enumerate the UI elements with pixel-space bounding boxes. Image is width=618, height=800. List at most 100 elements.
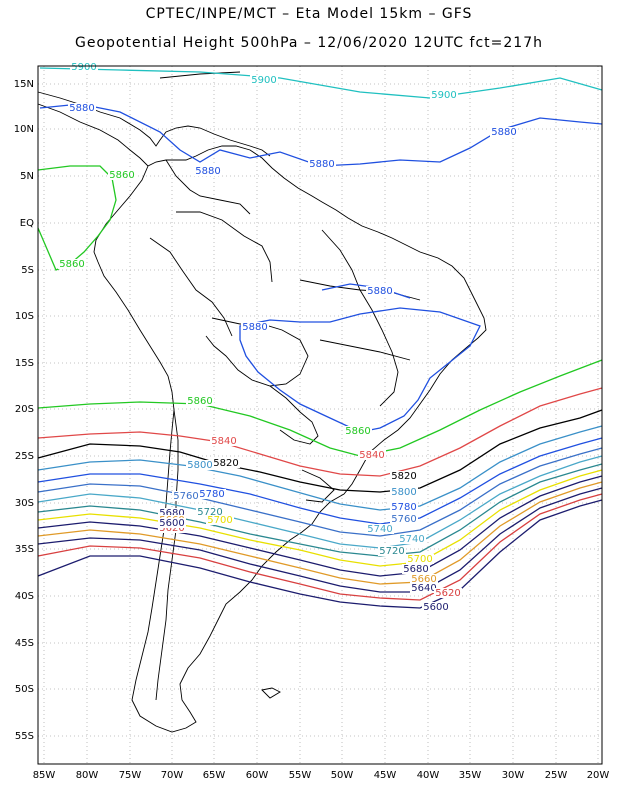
island-falklands bbox=[261, 687, 281, 699]
longitude-labels: 85W 80W 75W 70W 65W 60W 55W 50W 45W 40W 35W 30W 25W 2… bbox=[33, 770, 610, 781]
lat-label: 55S bbox=[15, 731, 34, 742]
contour-label: 5860 bbox=[345, 426, 370, 437]
contour-label: 5740 bbox=[399, 534, 424, 545]
contour-label: 5820 bbox=[213, 458, 238, 469]
coastlines-and-borders bbox=[37, 71, 487, 733]
lat-label: 5S bbox=[21, 265, 34, 276]
contour-label-bg bbox=[108, 170, 136, 180]
contour-5640 bbox=[37, 487, 603, 593]
contour-label: 5880 bbox=[242, 322, 267, 333]
lon-label: 85W bbox=[33, 770, 56, 781]
graticule bbox=[38, 66, 602, 764]
lon-label: 25W bbox=[545, 770, 568, 781]
contour-label-bg bbox=[158, 508, 186, 518]
contour-label-bg bbox=[490, 127, 518, 137]
contour-5600 bbox=[37, 499, 603, 609]
contour-label-bg bbox=[410, 583, 438, 593]
border-peru-brazil bbox=[149, 237, 233, 337]
lon-label: 40W bbox=[417, 770, 440, 781]
contour-label: 5900 bbox=[71, 62, 96, 73]
contour-5840 bbox=[37, 387, 603, 477]
contour-label: 5680 bbox=[403, 564, 428, 575]
lon-label: 80W bbox=[76, 770, 99, 781]
contour-5700 bbox=[37, 469, 603, 567]
lon-label: 50W bbox=[331, 770, 354, 781]
contour-label: 5620 bbox=[159, 523, 184, 534]
contour-label-bg bbox=[186, 396, 214, 406]
lon-label: 60W bbox=[246, 770, 269, 781]
contour-label: 5880 bbox=[367, 286, 392, 297]
contour-label: 5900 bbox=[431, 90, 456, 101]
contour-label: 5800 bbox=[187, 460, 212, 471]
contour-label-bg bbox=[402, 564, 430, 574]
lat-label: 50S bbox=[15, 684, 34, 695]
latitude-labels: 15N 10N 5N EQ 5S 10S 15S 20S 25S 30S 35S 40S 45S 50S 5… bbox=[14, 79, 34, 742]
lat-label: 10N bbox=[14, 124, 34, 135]
contour-5780 bbox=[37, 437, 603, 525]
contour-label: 5880 bbox=[491, 127, 516, 138]
contour-label: 5840 bbox=[359, 450, 384, 461]
coastline-central-america bbox=[37, 91, 271, 157]
contour-label-bg bbox=[390, 502, 418, 512]
lat-label: 10S bbox=[15, 311, 34, 322]
contour-label-bg bbox=[358, 450, 386, 460]
contour-label-bg bbox=[430, 90, 458, 100]
contour-label-bg bbox=[390, 514, 418, 524]
contour-label: 5600 bbox=[159, 518, 184, 529]
contour-label-bg bbox=[70, 62, 98, 72]
contour-5620 bbox=[37, 493, 603, 601]
contour-label: 5880 bbox=[309, 159, 334, 170]
contour-5740 bbox=[37, 455, 603, 549]
contour-label-bg bbox=[198, 489, 226, 499]
contour-5900 bbox=[39, 67, 603, 99]
contour-label-bg bbox=[398, 534, 426, 544]
contour-label-bg bbox=[308, 159, 336, 169]
lon-label: 35W bbox=[459, 770, 482, 781]
lat-label: 20S bbox=[15, 404, 34, 415]
border-brazil-states bbox=[321, 229, 399, 407]
border-paraguay bbox=[269, 385, 319, 445]
contour-label: 5760 bbox=[173, 491, 198, 502]
contour-label-bg bbox=[406, 554, 434, 564]
contour-label: 5800 bbox=[391, 487, 416, 498]
border-colombia-venezuela bbox=[165, 159, 251, 215]
contour-label-bg bbox=[390, 487, 418, 497]
contour-5820 bbox=[37, 409, 603, 493]
coastline-central-america-pacific bbox=[37, 103, 149, 167]
lat-label: 40S bbox=[15, 591, 34, 602]
chart-subtitle: Geopotential Height 500hPa – 12/06/2020 … bbox=[75, 35, 543, 51]
contour-label: 5860 bbox=[59, 259, 84, 270]
contour-labels: 5900 5900 5900 5880 5880 5880 5880 5880 5880 5860… bbox=[58, 62, 518, 613]
contour-label-bg bbox=[366, 524, 394, 534]
contour-label: 5660 bbox=[411, 574, 436, 585]
lon-label: 65W bbox=[203, 770, 226, 781]
lat-label: 30S bbox=[15, 498, 34, 509]
border-brazil-north bbox=[176, 211, 273, 283]
contour-5680 bbox=[37, 475, 603, 577]
lon-label: 30W bbox=[502, 770, 525, 781]
contour-5880-inner bbox=[239, 307, 481, 433]
contour-label: 5680 bbox=[159, 508, 184, 519]
contour-label: 5780 bbox=[199, 489, 224, 500]
contour-label-bg bbox=[344, 426, 372, 436]
contour-5660 bbox=[37, 481, 603, 585]
border-brazil-states-3 bbox=[319, 339, 411, 361]
contour-label: 5640 bbox=[411, 583, 436, 594]
contour-label: 5740 bbox=[367, 524, 392, 535]
contour-label-bg bbox=[434, 588, 462, 598]
contour-label: 5860 bbox=[109, 170, 134, 181]
contour-5760 bbox=[37, 447, 603, 537]
contour-label: 5900 bbox=[251, 75, 276, 86]
contour-label: 5840 bbox=[211, 436, 236, 447]
contour-label-bg bbox=[410, 574, 438, 584]
border-brazil-states-2 bbox=[299, 279, 421, 301]
lon-label: 45W bbox=[374, 770, 397, 781]
contour-label: 5880 bbox=[69, 103, 94, 114]
lon-label: 55W bbox=[289, 770, 312, 781]
border-uruguay bbox=[301, 469, 335, 503]
contour-label: 5880 bbox=[195, 166, 220, 177]
lon-label: 75W bbox=[119, 770, 142, 781]
lat-label: EQ bbox=[20, 218, 34, 229]
contour-label: 5620 bbox=[435, 588, 460, 599]
